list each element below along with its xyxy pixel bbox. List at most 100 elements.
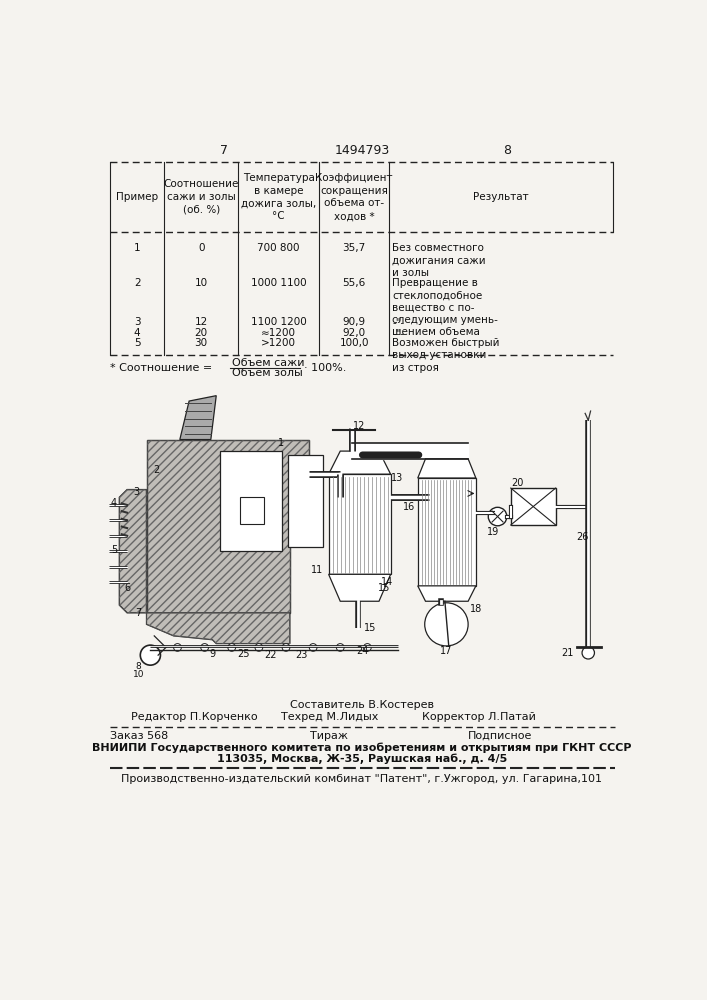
Text: 20: 20 — [510, 478, 523, 488]
Text: 1: 1 — [134, 243, 141, 253]
Text: 1: 1 — [278, 438, 284, 448]
Text: 6: 6 — [124, 583, 130, 593]
Polygon shape — [418, 459, 476, 478]
Text: 3: 3 — [134, 487, 139, 497]
Text: · 100%.: · 100%. — [304, 363, 346, 373]
Circle shape — [425, 603, 468, 646]
Polygon shape — [146, 440, 309, 613]
Text: Соотношение
сажи и золы
(об. %): Соотношение сажи и золы (об. %) — [163, 179, 239, 215]
Text: Корректор Л.Патай: Корректор Л.Патай — [421, 712, 535, 722]
Text: 8: 8 — [503, 144, 511, 157]
Polygon shape — [146, 613, 290, 644]
Text: ≈1200: ≈1200 — [261, 328, 296, 338]
Circle shape — [140, 645, 160, 665]
Text: 7: 7 — [136, 608, 142, 618]
Bar — [329, 474, 391, 574]
Text: 5: 5 — [134, 338, 141, 348]
Circle shape — [201, 644, 209, 651]
Text: 16: 16 — [403, 502, 416, 512]
Text: 92,0: 92,0 — [343, 328, 366, 338]
Polygon shape — [418, 586, 476, 601]
Text: 5: 5 — [111, 545, 117, 555]
Text: 113035, Москва, Ж-35, Раушская наб., д. 4/5: 113035, Москва, Ж-35, Раушская наб., д. … — [217, 753, 507, 764]
Text: 24: 24 — [356, 646, 368, 656]
Text: Температура
в камере
дожига золы,
°С: Температура в камере дожига золы, °С — [241, 173, 316, 221]
Text: Объем сажи: Объем сажи — [232, 358, 304, 368]
Text: 2: 2 — [153, 465, 160, 475]
Text: Редактор П.Корченко: Редактор П.Корченко — [131, 712, 257, 722]
Text: -"-: -"- — [392, 328, 404, 338]
Text: 21: 21 — [561, 648, 573, 658]
Text: 12: 12 — [354, 421, 366, 431]
Circle shape — [363, 644, 371, 651]
Bar — [510, 488, 556, 525]
Bar — [240, 497, 264, 524]
Text: 7: 7 — [220, 144, 228, 157]
Text: Тираж: Тираж — [310, 731, 348, 741]
Text: 15: 15 — [363, 623, 376, 633]
Polygon shape — [329, 451, 391, 474]
Text: 2: 2 — [134, 278, 141, 288]
Text: 14: 14 — [381, 577, 394, 587]
Text: 12: 12 — [194, 317, 208, 327]
Bar — [288, 455, 323, 547]
Circle shape — [282, 644, 290, 651]
Text: ВНИИПИ Государственного комитета по изобретениям и открытиям при ГКНТ СССР: ВНИИПИ Государственного комитета по изоб… — [92, 742, 631, 753]
Text: Объем золы: Объем золы — [232, 368, 303, 378]
Text: 9: 9 — [209, 649, 216, 659]
Bar — [418, 478, 476, 586]
Text: 15: 15 — [378, 583, 391, 593]
Text: Заказ 568: Заказ 568 — [110, 731, 168, 741]
Text: Превращение в
стеклоподобное
вещество с по-
следующим умень-
шением объема: Превращение в стеклоподобное вещество с … — [392, 278, 498, 337]
Polygon shape — [119, 490, 146, 613]
Text: * Соотношение =: * Соотношение = — [110, 363, 212, 373]
Text: 3: 3 — [134, 317, 141, 327]
Text: 10: 10 — [194, 278, 208, 288]
Text: 11: 11 — [311, 565, 323, 575]
Circle shape — [582, 647, 595, 659]
Text: 18: 18 — [469, 604, 482, 614]
Circle shape — [174, 644, 182, 651]
Text: 4: 4 — [134, 328, 141, 338]
Polygon shape — [180, 396, 216, 440]
Text: 1494793: 1494793 — [334, 144, 390, 157]
Text: 20: 20 — [194, 328, 208, 338]
Text: -"-: -"- — [392, 317, 404, 327]
Text: Пример: Пример — [116, 192, 158, 202]
Circle shape — [228, 644, 235, 651]
Text: Возможен быстрый
выход установки
из строя: Возможен быстрый выход установки из стро… — [392, 338, 500, 373]
Text: >1200: >1200 — [261, 338, 296, 348]
Text: Коэффициент
сокращения
объема от-
ходов *: Коэффициент сокращения объема от- ходов … — [315, 173, 393, 221]
Bar — [220, 451, 282, 551]
Text: 90,9: 90,9 — [343, 317, 366, 327]
Text: 700 800: 700 800 — [257, 243, 300, 253]
Text: Составитель В.Костерев: Составитель В.Костерев — [290, 700, 434, 710]
Circle shape — [489, 507, 507, 526]
Text: 13: 13 — [391, 473, 403, 483]
Circle shape — [255, 644, 263, 651]
Text: 10: 10 — [133, 670, 144, 679]
Text: 19: 19 — [487, 527, 499, 537]
Text: 1100 1200: 1100 1200 — [251, 317, 307, 327]
Text: Без совместного
дожигания сажи
и золы: Без совместного дожигания сажи и золы — [392, 243, 486, 278]
Text: Техред М.Лидых: Техред М.Лидых — [281, 712, 378, 722]
Circle shape — [337, 644, 344, 651]
Text: 17: 17 — [440, 646, 452, 656]
Text: Результат: Результат — [473, 192, 529, 202]
Text: 4: 4 — [111, 498, 117, 508]
Circle shape — [309, 644, 317, 651]
Text: Подписное: Подписное — [468, 731, 532, 741]
Text: 8: 8 — [136, 662, 141, 671]
Text: 30: 30 — [194, 338, 208, 348]
Text: 35,7: 35,7 — [343, 243, 366, 253]
Text: 23: 23 — [296, 650, 308, 660]
Text: Производственно-издательский комбинат "Патент", г.Ужгород, ул. Гагарина,101: Производственно-издательский комбинат "П… — [122, 774, 602, 784]
Text: 55,6: 55,6 — [343, 278, 366, 288]
Polygon shape — [329, 574, 391, 601]
Text: 25: 25 — [237, 649, 250, 659]
Text: 100,0: 100,0 — [339, 338, 369, 348]
Text: 26: 26 — [577, 532, 589, 542]
Text: 22: 22 — [264, 650, 276, 660]
Text: 0: 0 — [198, 243, 204, 253]
Text: 1000 1100: 1000 1100 — [251, 278, 306, 288]
